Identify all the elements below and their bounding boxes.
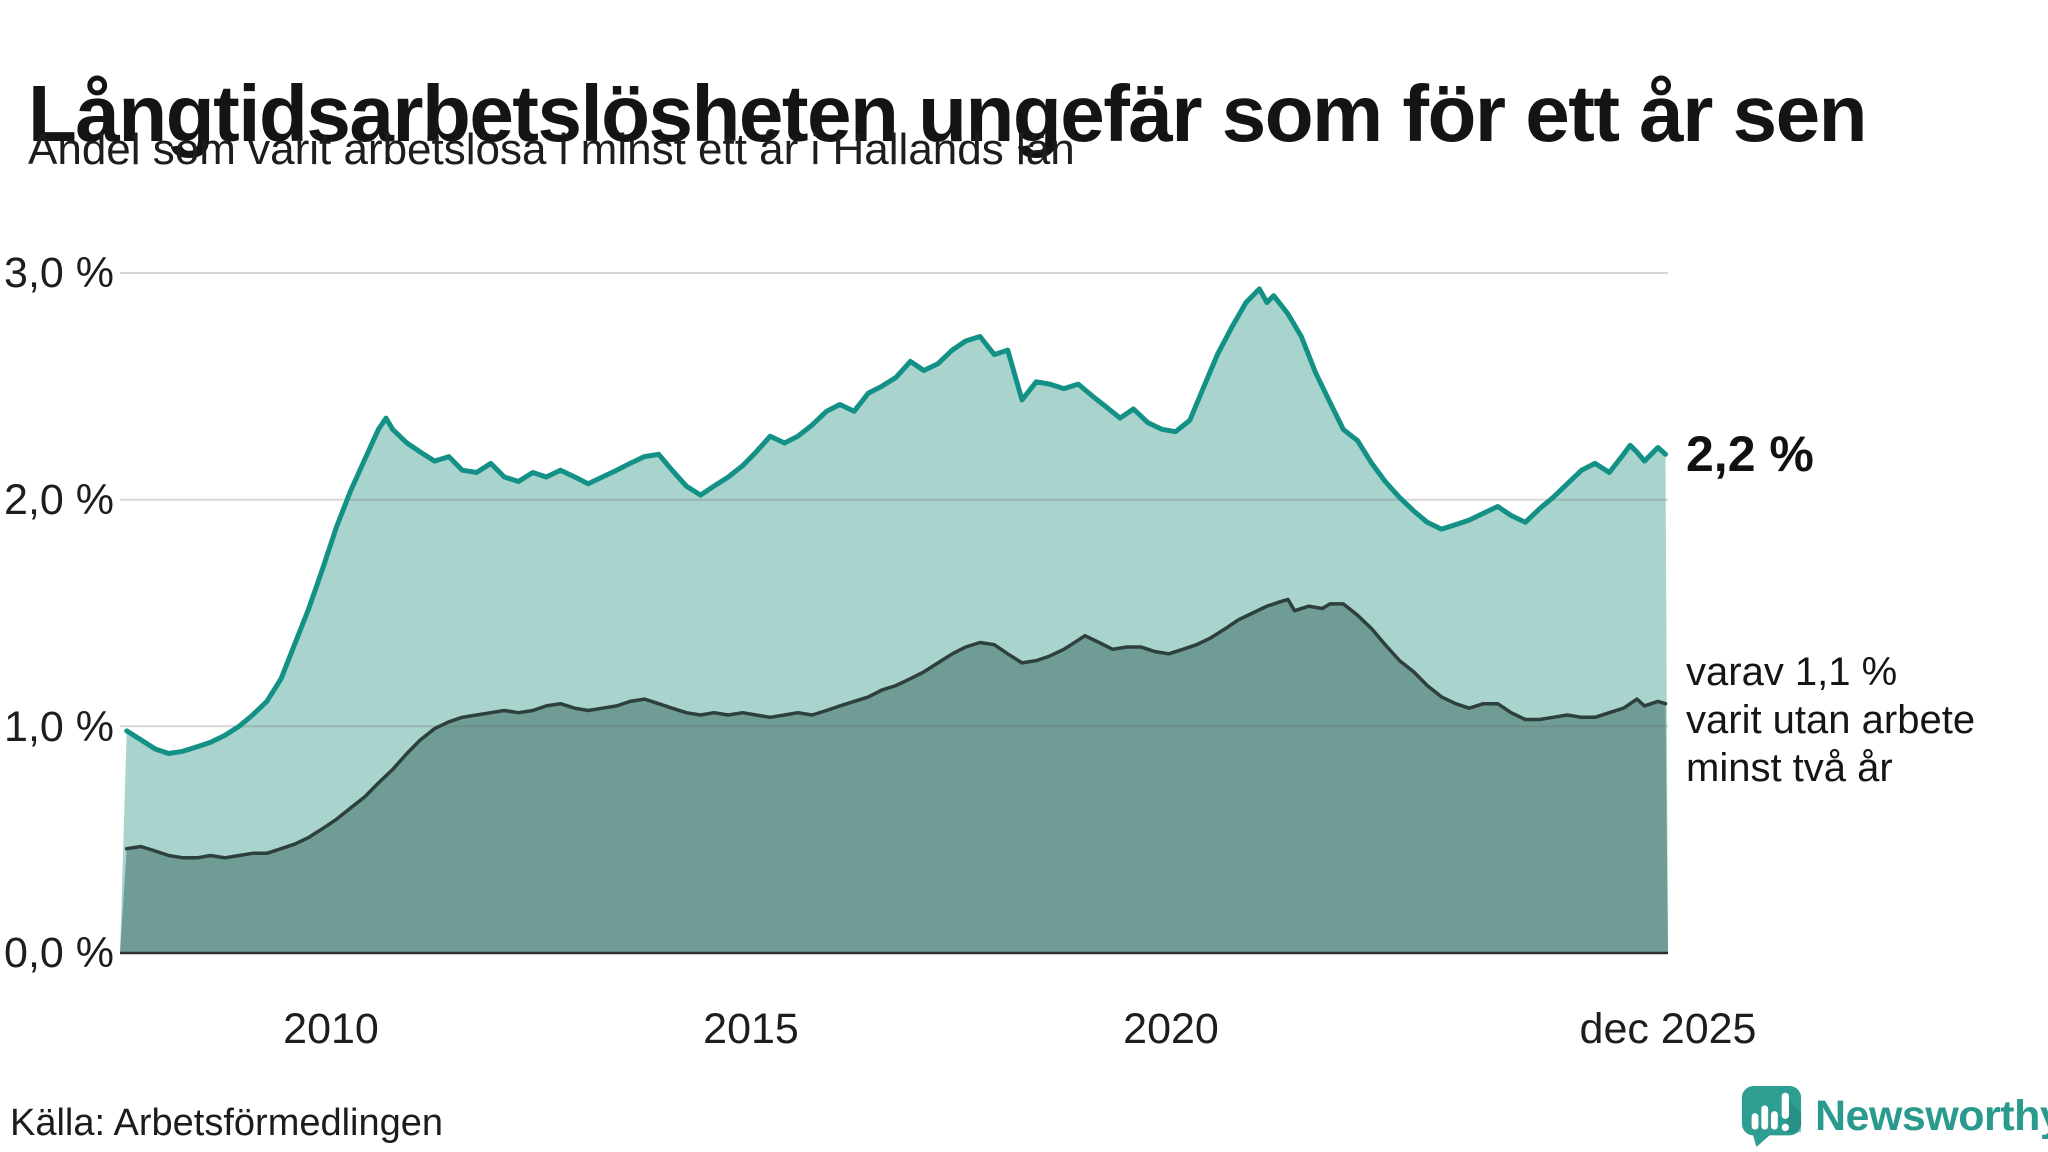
x-axis-tick-label-2020: 2020 [1123, 1005, 1219, 1053]
secondary-series-annotation: varav 1,1 % varit utan arbete minst två … [1686, 648, 1975, 792]
newsworthy-speech-bubble-icon [1741, 1085, 1802, 1148]
newsworthy-wordmark: Newsworthy [1815, 1091, 2048, 1140]
secondary-annotation-line-3: minst två år [1686, 746, 1893, 790]
y-axis-tick-label-3: 3,0 % [4, 249, 114, 297]
y-axis-tick-label-1: 1,0 % [4, 703, 114, 751]
latest-value-label: 2,2 % [1686, 426, 1814, 482]
series-line-min-one-year [124, 286, 1668, 756]
source-attribution: Källa: Arbetsförmedlingen [10, 1102, 444, 1144]
newsworthy-logo: Newsworthy [1740, 1084, 2048, 1148]
area-unemployed-min-two-years [120, 599, 1668, 953]
chart-title: Långtidsarbetslösheten ungefär som för e… [28, 68, 1867, 158]
x-axis-tick-label-dec-2025: dec 2025 [1579, 1005, 1757, 1053]
secondary-annotation-line-1: varav 1,1 % [1686, 650, 1898, 694]
y-axis-tick-label-2: 2,0 % [4, 476, 114, 524]
x-axis-tick-label-2015: 2015 [703, 1005, 799, 1053]
chart-subtitle: Andel som varit arbetslösa i minst ett å… [28, 125, 1075, 174]
series-line-min-two-years [124, 597, 1668, 860]
y-axis-tick-label-0: 0,0 % [4, 929, 114, 977]
x-axis-tick-label-2010: 2010 [283, 1005, 379, 1053]
secondary-annotation-line-2: varit utan arbete [1686, 698, 1976, 742]
